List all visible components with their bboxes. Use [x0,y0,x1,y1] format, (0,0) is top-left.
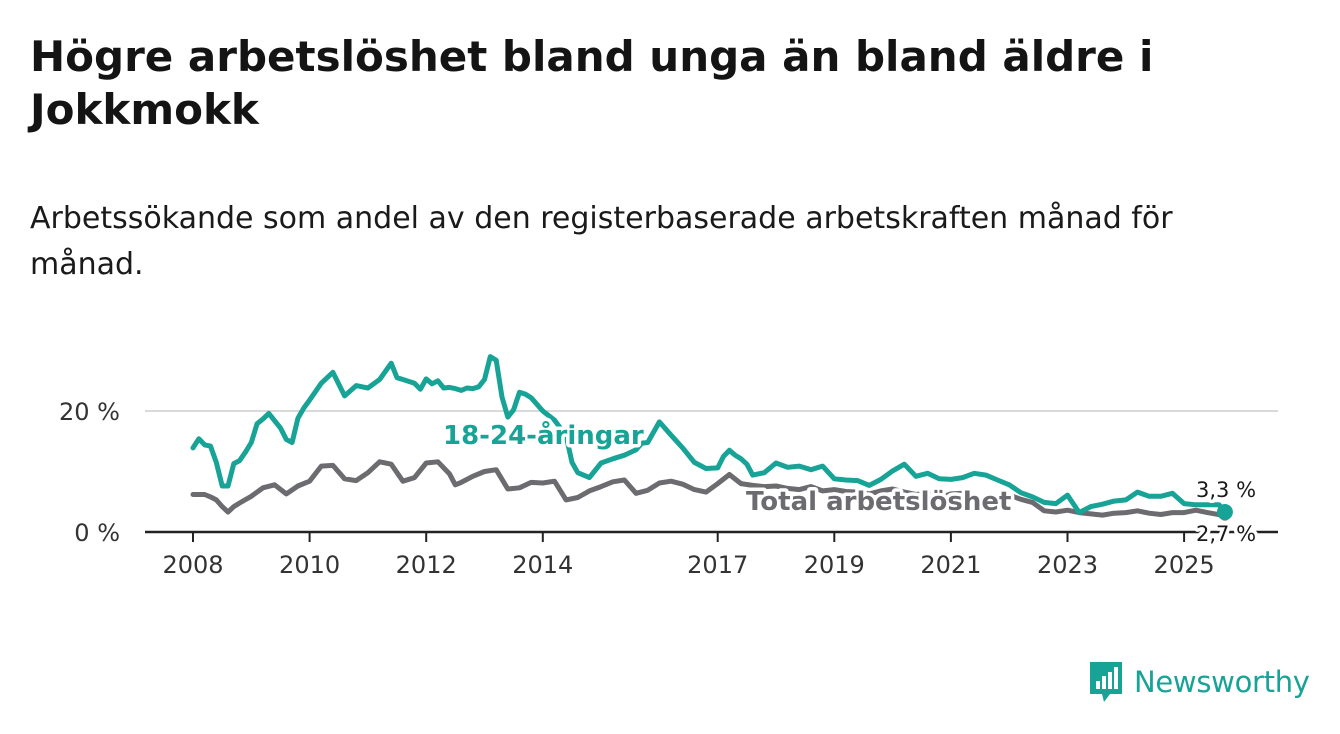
brand-name: Newsworthy [1134,665,1310,699]
x-tick-label: 2017 [687,551,748,579]
y-tick-label: 20 % [59,398,120,426]
x-tick-label: 2010 [279,551,340,579]
total-end-value-label: 2,7 % [1196,522,1256,546]
youth-series-line [190,354,1228,516]
y-tick-label: 0 % [74,519,120,547]
newsworthy-logo-icon [1090,662,1122,702]
x-tick-label: 2025 [1154,551,1215,579]
chart-subtitle: Arbetssökande som andel av den registerb… [30,201,1173,282]
youth-end-value-label: 3,3 % [1196,478,1256,502]
newsworthy-brand[interactable]: Newsworthy [1088,660,1310,704]
x-tick-label: 2021 [920,551,981,579]
x-tick-label: 2012 [396,551,457,579]
total-series-label: Total arbetslöshet [746,487,1011,517]
x-tick-label: 2019 [804,551,865,579]
x-tick-label: 2014 [512,551,573,579]
x-tick-label: 2023 [1037,551,1098,579]
youth-end-point [1216,504,1233,521]
total-series-line [190,459,1228,519]
youth-series-label: 18-24-åringar [443,419,644,451]
chart-title: Högre arbetslöshet bland unga än bland ä… [30,32,1154,134]
x-tick-label: 2008 [162,551,223,579]
